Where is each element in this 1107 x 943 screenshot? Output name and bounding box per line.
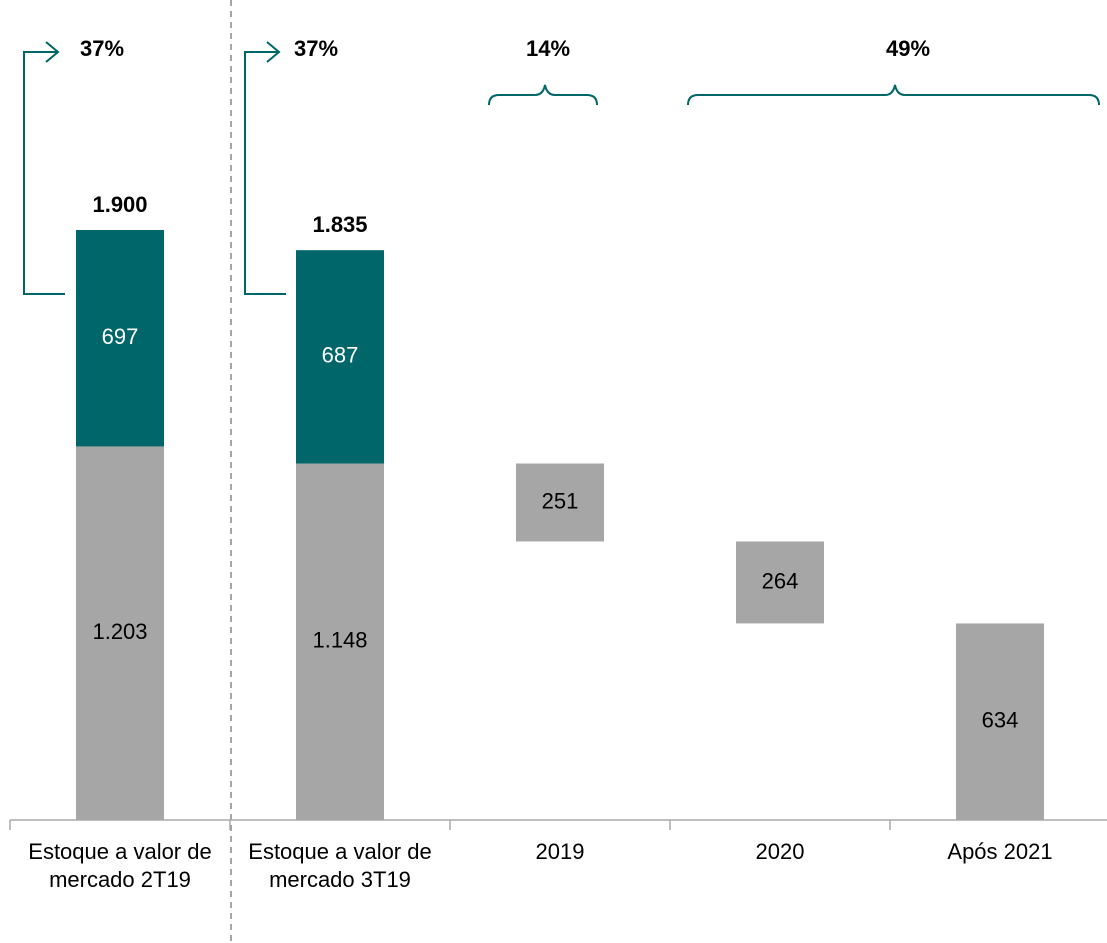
data-label: 687	[322, 343, 359, 368]
x-tick-label: 2020	[755, 839, 805, 864]
bar-segment	[76, 446, 164, 820]
brackets	[23, 41, 1100, 295]
annotation: 49%	[886, 36, 930, 61]
data-label: 251	[542, 488, 579, 513]
data-label: 634	[982, 708, 1019, 733]
data-label: 1.203	[92, 619, 147, 644]
x-tick-label: Estoque a valor de mercado 2T19	[28, 839, 212, 892]
data-label: 264	[762, 568, 799, 593]
bar-segment	[736, 541, 824, 624]
x-tick-label: Após 2021	[947, 839, 1053, 864]
data-label: 1.148	[312, 628, 367, 653]
bar-segment	[296, 250, 384, 464]
x-ticks	[9, 820, 891, 830]
bar-segment	[76, 230, 164, 447]
x-tick-label: 2019	[535, 839, 585, 864]
annotation: 37%	[80, 36, 124, 61]
bar-segment	[516, 463, 604, 542]
bar-segment	[956, 623, 1044, 821]
total-label: 1.900	[92, 192, 147, 217]
annotation: 37%	[294, 36, 338, 61]
total-label: 1.835	[312, 212, 367, 237]
annotation: 14%	[526, 36, 570, 61]
data-label: 697	[102, 324, 139, 349]
x-tick-label: Estoque a valor de mercado 3T19	[248, 839, 432, 892]
bar-segment	[296, 463, 384, 820]
